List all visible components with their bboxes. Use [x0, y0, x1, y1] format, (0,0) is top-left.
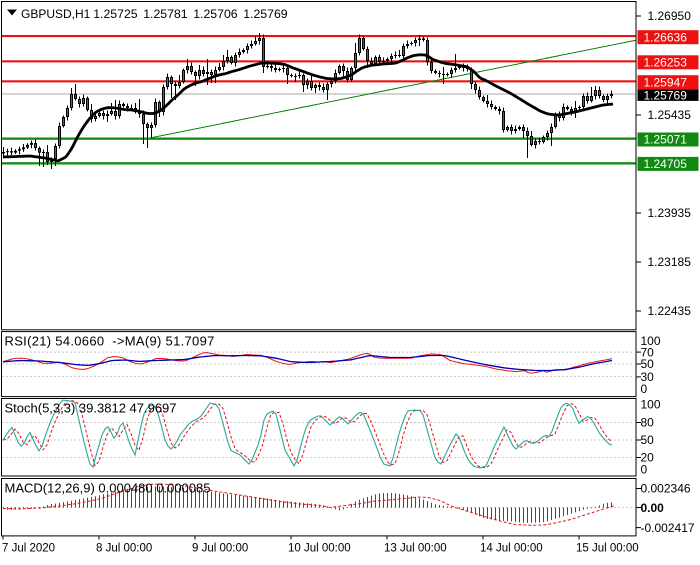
- svg-text:20: 20: [641, 451, 655, 465]
- svg-text:1.23185: 1.23185: [648, 255, 692, 269]
- svg-text:30: 30: [641, 370, 655, 384]
- svg-text:7 Jul 2020: 7 Jul 2020: [2, 542, 55, 554]
- svg-text:1.23935: 1.23935: [648, 206, 692, 220]
- svg-text:1.25435: 1.25435: [648, 108, 692, 122]
- svg-text:10 Jul 00:00: 10 Jul 00:00: [288, 542, 351, 554]
- svg-text:1.25769: 1.25769: [644, 88, 688, 102]
- svg-text:70: 70: [641, 345, 655, 359]
- svg-text:0: 0: [641, 382, 648, 396]
- svg-text:1.25947: 1.25947: [644, 75, 688, 89]
- svg-text:0: 0: [641, 463, 648, 477]
- svg-text:14 Jul 00:00: 14 Jul 00:00: [480, 542, 543, 554]
- svg-text:1.26950: 1.26950: [648, 9, 692, 23]
- svg-text:-0.002417: -0.002417: [641, 521, 695, 535]
- svg-text:80: 80: [641, 416, 655, 430]
- svg-text:Stoch(5,3,3) 39.3812 47.9697: Stoch(5,3,3) 39.3812 47.9697: [5, 400, 177, 415]
- svg-text:1.26253: 1.26253: [644, 56, 688, 70]
- svg-text:1.22435: 1.22435: [648, 304, 692, 318]
- svg-text:GBPUSD,H1: GBPUSD,H1: [21, 7, 91, 21]
- svg-text:1.24705: 1.24705: [644, 157, 688, 171]
- svg-text:1.25781: 1.25781: [143, 7, 188, 21]
- svg-text:0.002346: 0.002346: [641, 482, 691, 496]
- svg-text:15 Jul 00:00: 15 Jul 00:00: [576, 542, 639, 554]
- svg-text:0.00: 0.00: [641, 501, 665, 515]
- svg-text:1.25725: 1.25725: [93, 7, 138, 21]
- svg-text:1.25706: 1.25706: [193, 7, 238, 21]
- svg-text:RSI(21) 54.0660 ->MA(9) 51.70: RSI(21) 54.0660 ->MA(9) 51.7097: [5, 334, 215, 349]
- svg-text:100: 100: [641, 334, 661, 348]
- svg-text:100: 100: [641, 398, 661, 412]
- svg-text:MACD(12,26,9) 0.000480 0.00008: MACD(12,26,9) 0.000480 0.000085: [5, 480, 211, 495]
- svg-text:9 Jul 00:00: 9 Jul 00:00: [192, 542, 248, 554]
- svg-text:8 Jul 00:00: 8 Jul 00:00: [96, 542, 152, 554]
- svg-text:50: 50: [641, 433, 655, 447]
- svg-text:1.26636: 1.26636: [644, 30, 688, 44]
- svg-text:13 Jul 00:00: 13 Jul 00:00: [384, 542, 447, 554]
- svg-text:50: 50: [641, 357, 655, 371]
- svg-text:1.25071: 1.25071: [644, 133, 688, 147]
- svg-text:1.25769: 1.25769: [243, 7, 288, 21]
